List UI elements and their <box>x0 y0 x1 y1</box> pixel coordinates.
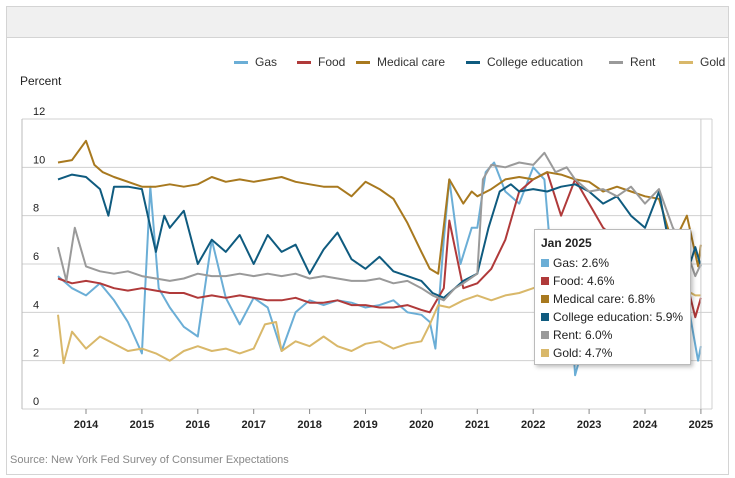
legend-swatch <box>234 60 248 64</box>
hover-tooltip: Jan 2025 Gas: 2.6% Food: 4.6% Medical care… <box>534 229 691 365</box>
series-line-food <box>57 171 702 319</box>
tooltip-row: Gas: 2.6% <box>541 254 684 272</box>
x-tick-label: 2024 <box>633 419 658 431</box>
legend-item-medical-care[interactable]: Medical care <box>356 55 445 69</box>
x-tick-label: 2022 <box>521 419 545 431</box>
y-tick-label: 6 <box>33 251 39 263</box>
series-line-rent <box>57 151 702 302</box>
legend-item-college-education[interactable]: College education <box>466 55 583 69</box>
series-line-medical-care <box>57 139 702 275</box>
legend-item-gold[interactable]: Gold <box>679 55 725 69</box>
tooltip-row: Gold: 4.7% <box>541 344 684 362</box>
tooltip-row: Food: 4.6% <box>541 272 684 290</box>
x-tick-label: 2020 <box>409 419 433 431</box>
series-line-college-education <box>57 173 702 299</box>
y-tick-label: 10 <box>33 154 45 166</box>
tooltip-swatch <box>541 277 549 285</box>
y-tick-label: 8 <box>33 203 39 215</box>
legend: Gas Food Medical care College education Rent… <box>0 55 725 73</box>
legend-swatch <box>466 60 480 64</box>
tooltip-row: Medical care: 6.8% <box>541 290 684 308</box>
legend-swatch <box>609 60 623 64</box>
tooltip-value: Gas: 2.6% <box>553 256 610 270</box>
tooltip-row: College education: 5.9% <box>541 308 684 326</box>
y-axis-title: Percent <box>20 74 62 88</box>
x-tick-label: 2017 <box>241 419 265 431</box>
legend-label: Gold <box>700 55 726 69</box>
legend-item-rent[interactable]: Rent <box>609 55 655 69</box>
legend-label: Food <box>318 55 346 69</box>
tooltip-title: Jan 2025 <box>541 236 592 250</box>
x-tick-label: 2019 <box>353 419 377 431</box>
tooltip-swatch <box>541 349 549 357</box>
tooltip-row: Rent: 6.0% <box>541 326 684 344</box>
tooltip-swatch <box>541 259 549 267</box>
tooltip-swatch <box>541 295 549 303</box>
x-tick-label: 2015 <box>130 419 154 431</box>
tooltip-swatch <box>541 331 549 339</box>
legend-swatch <box>679 60 693 64</box>
x-tick-label: 2016 <box>186 419 210 431</box>
legend-label: Gas <box>255 55 278 69</box>
y-tick-label: 4 <box>33 299 39 311</box>
legend-label: College education <box>487 55 584 69</box>
x-tick-label: 2025 <box>689 419 713 431</box>
x-tick-label: 2021 <box>465 419 489 431</box>
y-tick-label: 12 <box>33 106 45 118</box>
x-tick-label: 2023 <box>577 419 601 431</box>
tooltip-value: College education: 5.9% <box>553 310 684 324</box>
y-tick-label: 2 <box>33 348 39 360</box>
legend-label: Rent <box>630 55 656 69</box>
source-note: Source: New York Fed Survey of Consumer … <box>10 454 289 466</box>
legend-label: Medical care <box>377 55 446 69</box>
legend-item-gas[interactable]: Gas <box>234 55 277 69</box>
x-tick-label: 2018 <box>297 419 321 431</box>
chart-header-bar <box>7 7 728 38</box>
tooltip-value: Food: 4.6% <box>553 274 615 288</box>
y-tick-label: 0 <box>33 396 39 408</box>
legend-swatch <box>356 60 370 64</box>
tooltip-swatch <box>541 313 549 321</box>
legend-swatch <box>297 60 311 64</box>
tooltip-value: Gold: 4.7% <box>553 346 613 360</box>
tooltip-value: Rent: 6.0% <box>553 328 613 342</box>
x-tick-label: 2014 <box>74 419 99 431</box>
tooltip-value: Medical care: 6.8% <box>553 292 656 306</box>
legend-item-food[interactable]: Food <box>297 55 345 69</box>
